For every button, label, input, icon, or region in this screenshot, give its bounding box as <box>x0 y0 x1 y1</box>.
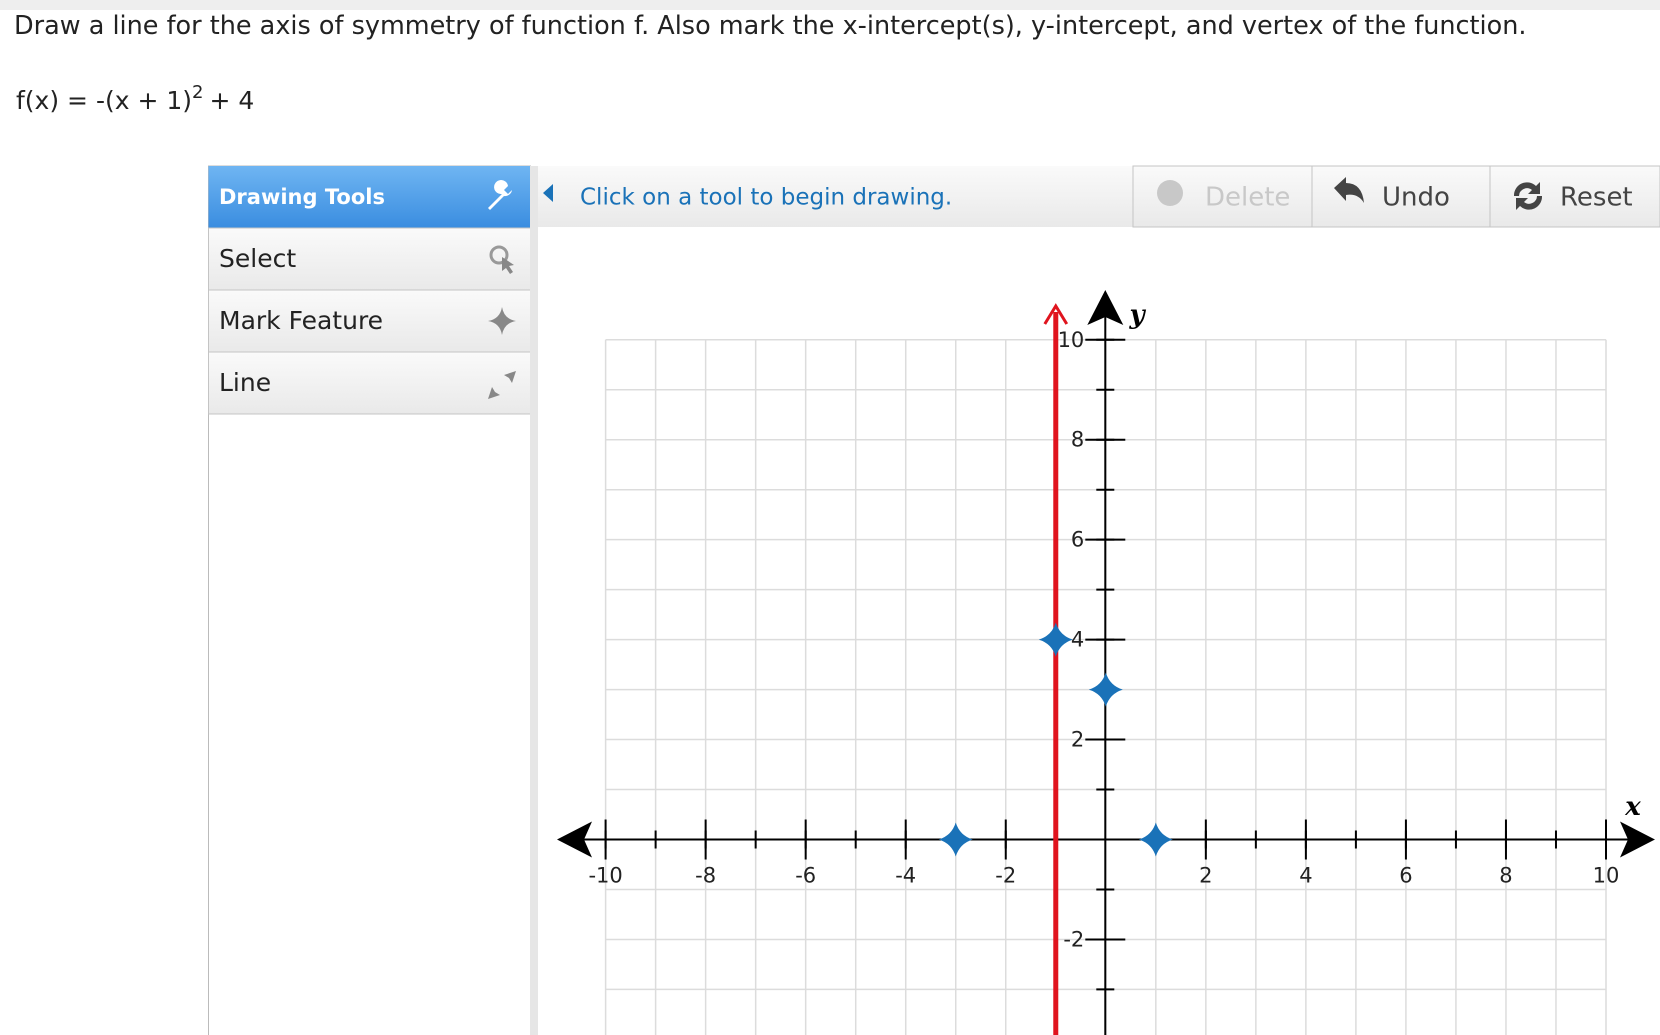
feature-point[interactable] <box>1088 672 1123 707</box>
x-tick-label: 2 <box>1199 864 1212 888</box>
y-tick-label: 6 <box>1071 528 1084 552</box>
feature-point[interactable] <box>1038 622 1073 657</box>
tool-icon <box>489 245 509 265</box>
feature-point[interactable] <box>1138 822 1173 857</box>
panel-divider <box>530 166 538 1035</box>
y-tick-label: 4 <box>1071 628 1084 652</box>
top-strip <box>0 0 1660 10</box>
function-exponent: 2 <box>192 82 203 103</box>
tool-icon <box>502 257 514 274</box>
button-icon <box>1157 180 1183 206</box>
tool-button[interactable] <box>208 289 531 353</box>
button-icon <box>1513 182 1543 210</box>
tool-label: Mark Feature <box>219 306 383 335</box>
x-tick-label: 8 <box>1499 864 1512 888</box>
y-axis-arrow <box>1087 290 1124 325</box>
tool-label: Select <box>219 244 296 273</box>
button-label[interactable]: Undo <box>1382 183 1450 213</box>
button-label: Delete <box>1205 183 1290 213</box>
tool-panel-title: Drawing Tools <box>219 185 385 209</box>
axis-of-symmetry-arrow <box>1043 303 1069 325</box>
x-tick-label: 6 <box>1399 864 1412 888</box>
y-tick-label: 10 <box>1058 328 1085 352</box>
tool-label: Line <box>219 368 271 397</box>
x-tick-label: -8 <box>695 864 716 888</box>
feature-point[interactable] <box>938 822 973 857</box>
prompt: Draw a line for the axis of symmetry of … <box>14 11 1527 41</box>
button-icon <box>1334 177 1364 203</box>
y-axis-label: y <box>1128 300 1146 330</box>
collapse-arrow[interactable] <box>543 184 553 202</box>
status-text: Click on a tool to begin drawing. <box>580 185 952 211</box>
graph: x y -10 -8 -6 -4 -2 2 4 6 8 10 -2 2 4 6 8 10 <box>557 290 1655 1035</box>
y-tick-label: 8 <box>1071 428 1084 452</box>
button-bar: Delete Undo Reset <box>1132 165 1660 228</box>
tool-panel-header <box>208 166 531 228</box>
tool-button[interactable] <box>208 351 531 415</box>
button-label[interactable]: Reset <box>1560 183 1633 213</box>
x-tick-label: -10 <box>588 864 622 888</box>
x-tick-label: -6 <box>795 864 816 888</box>
tool-list: Select Mark Feature Line <box>208 227 531 415</box>
y-tick-label: -2 <box>1063 927 1084 951</box>
wrench-icon <box>488 180 512 210</box>
function-base: f(x) = -(x + 1) <box>16 86 192 115</box>
status-bar <box>538 166 1133 227</box>
x-tick-label: -2 <box>995 864 1016 888</box>
tool-icon <box>488 371 516 399</box>
function-tail: + 4 <box>209 86 254 115</box>
toolbar-button[interactable] <box>1311 165 1491 228</box>
x-tick-label: 10 <box>1593 864 1620 888</box>
x-axis-label: x <box>1624 792 1641 822</box>
tool-icon <box>488 307 516 335</box>
function: f(x) = -(x + 1)2 + 4 <box>16 82 254 115</box>
y-tick-label: 2 <box>1071 728 1084 752</box>
x-tick-label: 4 <box>1299 864 1312 888</box>
toolbar-button[interactable] <box>1489 165 1660 228</box>
x-tick-label: -4 <box>895 864 916 888</box>
